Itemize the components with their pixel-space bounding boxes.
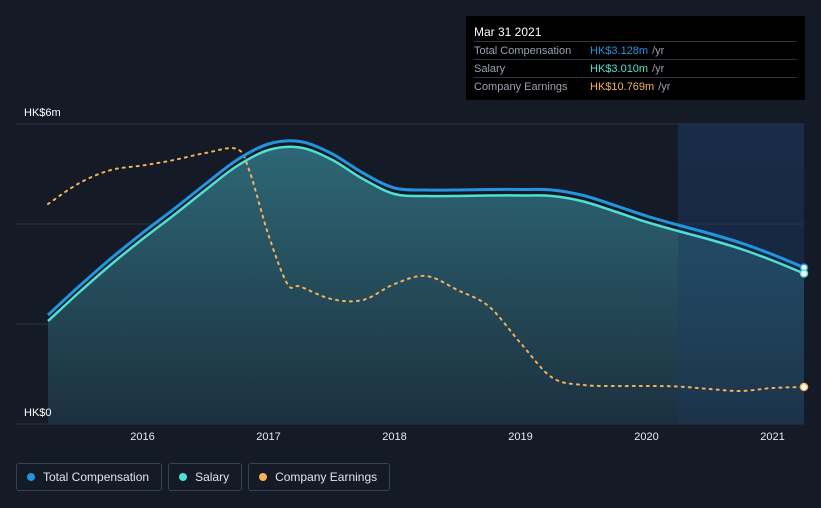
series-line-salary [47,145,805,322]
tooltip-value: HK$10.769m [590,80,655,93]
salary-area [48,146,804,424]
series-markers [799,263,809,392]
x-tick-label: 2016 [130,431,154,443]
y-axis-top-label: HK$6m [24,107,61,119]
tooltip-value: HK$3.128m [590,44,649,57]
tooltip-row-total-compensation: Total Compensation HK$3.128m /yr [474,41,797,59]
tooltip-row-salary: Salary HK$3.010m /yr [474,59,797,77]
x-tick-label: 2021 [760,431,784,443]
marker-company-earnings [799,382,809,392]
forecast-region [678,124,804,424]
y-axis-bottom-label: HK$0 [24,407,52,419]
tooltip-date: Mar 31 2021 [474,25,542,39]
legend-item-total-compensation[interactable]: Total Compensation [16,463,163,491]
legend-item-company-earnings[interactable]: Company Earnings [248,463,391,491]
x-tick-label: 2018 [382,431,406,443]
legend-label: Salary [195,470,230,484]
series-line-total-compensation [46,139,805,317]
chart-legend: Total Compensation Salary Company Earnin… [16,463,391,491]
series-lines [46,139,805,393]
x-axis-ticks: 2016 2017 2018 2019 2020 2021 [130,431,784,443]
forecast-shade [678,124,804,424]
tooltip-value: HK$3.010m [590,62,649,75]
legend-label: Company Earnings [275,470,378,484]
legend-item-salary[interactable]: Salary [168,463,243,491]
x-tick-label: 2017 [256,431,280,443]
legend-dot-icon [179,473,188,481]
x-tick-label: 2020 [634,431,658,443]
hover-tooltip: Mar 31 2021 Total Compensation HK$3.128m… [466,16,805,100]
tooltip-label: Total Compensation [474,44,572,57]
tooltip-row-company-earnings: Company Earnings HK$10.769m /yr [474,77,797,95]
series-line-company-earnings [47,147,805,393]
tooltip-label: Company Earnings [474,80,568,93]
tooltip-unit: /yr [658,80,671,93]
x-tick-label: 2019 [508,431,532,443]
legend-label: Total Compensation [43,470,150,484]
legend-dot-icon [259,473,268,481]
tooltip-label: Salary [474,62,506,75]
area-layer [48,146,804,424]
tooltip-unit: /yr [652,44,665,57]
marker-salary [799,269,809,278]
legend-dot-icon [27,473,35,481]
tooltip-unit: /yr [652,62,665,75]
